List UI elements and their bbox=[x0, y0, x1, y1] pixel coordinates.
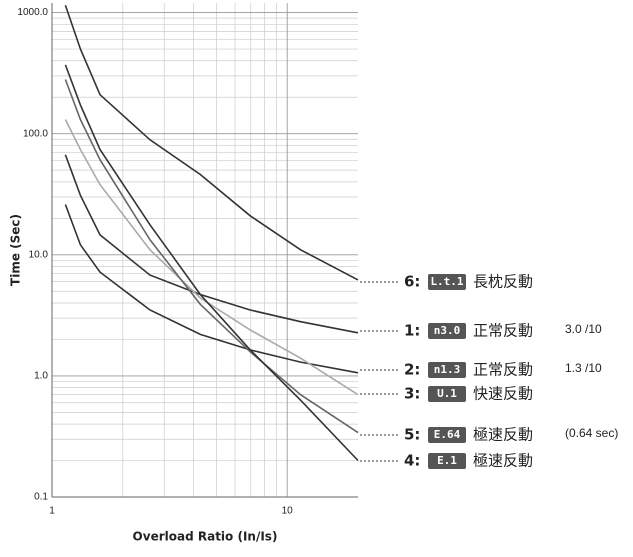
curve bbox=[64, 79, 359, 434]
legend-name: 正常反動 bbox=[473, 361, 533, 379]
x-tick-label: 1 bbox=[49, 506, 55, 517]
legend-badge-text: n3.0 bbox=[434, 324, 461, 337]
y-tick-label: 1.0 bbox=[34, 371, 48, 382]
y-tick-label: 10.0 bbox=[29, 249, 49, 260]
legend-number: 4: bbox=[404, 452, 420, 470]
legend-name: 正常反動 bbox=[473, 322, 533, 340]
curve bbox=[64, 4, 359, 281]
legend-badge-text: U.1 bbox=[437, 387, 457, 400]
legend-badge bbox=[428, 386, 466, 402]
legend-badge-text: E.1 bbox=[437, 454, 457, 467]
curve bbox=[64, 204, 359, 374]
y-tick-label: 0.1 bbox=[34, 492, 48, 503]
x-tick-label: 10 bbox=[282, 506, 294, 517]
legend-badge bbox=[428, 362, 466, 378]
legend-number: 2: bbox=[404, 361, 420, 379]
x-axis-label: Overload Ratio (In/Is) bbox=[133, 530, 278, 544]
y-tick-label: 100.0 bbox=[23, 128, 48, 139]
curve bbox=[64, 154, 359, 334]
legend-badge bbox=[428, 274, 466, 290]
legend-badge-text: L.t.1 bbox=[430, 275, 463, 288]
curve bbox=[64, 119, 359, 396]
legend-number: 3: bbox=[404, 385, 420, 403]
legend-badge bbox=[428, 453, 466, 469]
legend-note: 3.0 /10 bbox=[565, 322, 602, 336]
legend-name: 快速反動 bbox=[473, 385, 533, 403]
legend-badge bbox=[428, 323, 466, 339]
legend-name: 極速反動 bbox=[473, 426, 533, 444]
legend-number: 5: bbox=[404, 426, 420, 444]
legend-note: (0.64 sec) bbox=[565, 426, 618, 440]
curve bbox=[64, 64, 359, 462]
legend-note: 1.3 /10 bbox=[565, 361, 602, 375]
legend-number: 6: bbox=[404, 273, 420, 291]
y-axis-label: Time (Sec) bbox=[9, 214, 23, 286]
y-tick-label: 1000.0 bbox=[17, 7, 48, 18]
legend-number: 1: bbox=[404, 322, 420, 340]
legend-badge bbox=[428, 427, 466, 443]
legend-badge-text: E.64 bbox=[434, 428, 461, 441]
legend-name: 長枕反動 bbox=[473, 273, 533, 291]
legend-name: 極速反動 bbox=[473, 452, 533, 470]
legend-badge-text: n1.3 bbox=[434, 363, 461, 376]
